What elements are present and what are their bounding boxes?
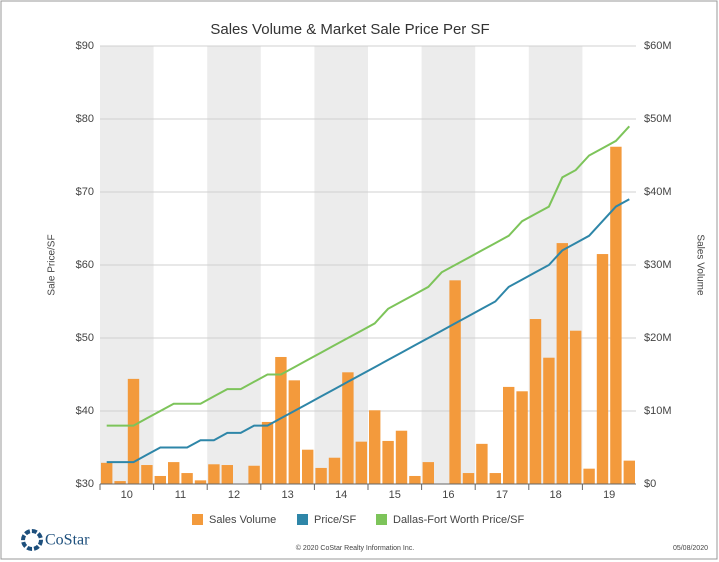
bar — [302, 449, 314, 484]
bar — [168, 462, 180, 484]
legend-swatch — [376, 514, 387, 525]
bar — [221, 465, 233, 484]
bar — [409, 475, 421, 484]
date: 05/08/2020 — [673, 545, 708, 552]
bar — [127, 378, 140, 484]
y2-tick-label: $20M — [644, 332, 672, 344]
line — [106, 125, 631, 427]
logo-text: CoStar — [45, 532, 90, 549]
legend-label: Sales Volume — [209, 514, 276, 526]
bar — [556, 243, 568, 484]
bar — [194, 480, 207, 484]
bar — [476, 443, 488, 484]
legend-swatch — [297, 514, 308, 525]
bar — [288, 380, 300, 484]
bar — [489, 473, 501, 484]
bar — [395, 430, 408, 484]
logo: CoStar — [21, 529, 90, 551]
bar — [355, 441, 367, 484]
y2-axis-label: Sales Volume — [694, 234, 705, 296]
x-tick-label: 14 — [335, 489, 347, 501]
bar — [114, 481, 126, 484]
bar — [503, 386, 515, 484]
y2-tick-label: $60M — [644, 40, 672, 52]
x-tick-label: 15 — [389, 489, 401, 501]
x-tick-label: 13 — [281, 489, 293, 501]
y2-tick-label: $30M — [644, 259, 672, 271]
y-tick-label: $30 — [76, 478, 94, 490]
chart-title: Sales Volume & Market Sale Price Per SF — [210, 21, 489, 38]
bar — [596, 254, 609, 484]
x-tick-label: 11 — [175, 489, 186, 501]
bar — [570, 330, 582, 484]
bar — [516, 391, 528, 484]
y2-tick-label: $50M — [644, 113, 672, 125]
x-tick-label: 16 — [442, 489, 454, 501]
bar — [261, 421, 274, 484]
bar — [462, 473, 475, 484]
bar — [422, 462, 434, 484]
legend-label: Dallas-Fort Worth Price/SF — [393, 514, 524, 526]
x-tick-label: 17 — [496, 489, 508, 501]
x-tick-label: 12 — [228, 489, 240, 501]
footer: © 2020 CoStar Realty Information Inc. — [296, 544, 414, 552]
bar — [141, 465, 153, 484]
y2-tick-label: $40M — [644, 186, 672, 198]
y-tick-label: $60 — [76, 259, 94, 271]
x-tick-label: 18 — [549, 489, 561, 501]
bar — [449, 280, 461, 484]
bar — [328, 457, 341, 484]
x-tick-label: 10 — [121, 489, 133, 501]
legend-swatch — [192, 514, 203, 525]
y-tick-label: $90 — [76, 40, 94, 52]
y-axis-label: Sale Price/SF — [47, 234, 58, 295]
bar — [382, 440, 394, 484]
bar — [543, 357, 555, 484]
y-tick-label: $50 — [76, 332, 94, 344]
bar — [154, 475, 166, 484]
y-tick-label: $40 — [76, 405, 94, 417]
y-tick-label: $80 — [76, 113, 94, 125]
line — [106, 198, 630, 464]
bar — [181, 473, 193, 484]
bar — [623, 460, 635, 484]
bar — [101, 462, 113, 484]
y-tick-label: $70 — [76, 186, 94, 198]
bar — [315, 467, 327, 484]
bar — [610, 146, 622, 485]
bar — [275, 356, 287, 484]
bar — [583, 468, 595, 484]
x-tick-label: 19 — [603, 489, 615, 501]
y2-tick-label: $10M — [644, 405, 672, 417]
bar — [248, 465, 260, 484]
bar — [369, 410, 381, 484]
y2-tick-label: $0 — [644, 478, 656, 490]
bar — [208, 464, 220, 484]
bar — [342, 372, 354, 484]
bar — [529, 319, 542, 484]
legend-label: Price/SF — [314, 514, 356, 526]
